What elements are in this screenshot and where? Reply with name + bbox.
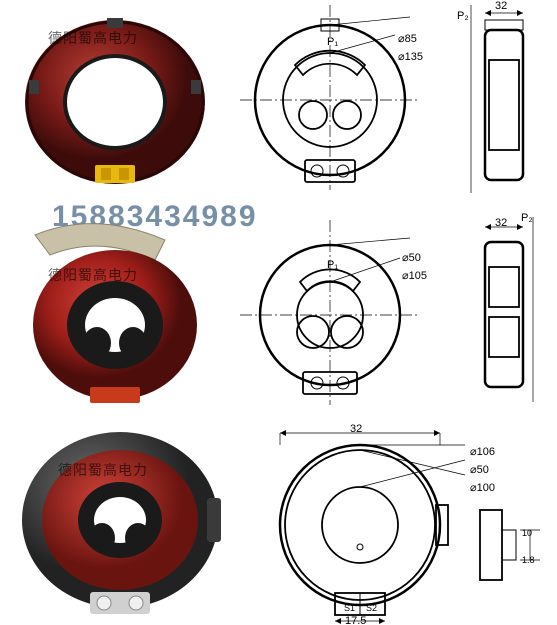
dim-width-1: 32 — [495, 0, 507, 12]
watermark: 德阳蜀高电力 — [48, 265, 138, 285]
svg-text:S2: S2 — [366, 603, 377, 613]
tech-drawing-side-2: P₂ — [455, 217, 550, 407]
watermark: 德阳蜀高电力 — [58, 460, 148, 480]
tech-drawing-front-1: P₁ — [235, 5, 425, 195]
dim-width-3: 32 — [350, 423, 362, 435]
watermark: 德阳蜀高电力 — [48, 28, 138, 48]
dim-tabh-3: 10 — [522, 528, 532, 538]
svg-text:P₁: P₁ — [327, 259, 338, 271]
tech-drawing-side-1: P₂ — [455, 5, 550, 195]
dim-inner-2: ⌀50 — [402, 251, 421, 264]
svg-text:P₂: P₂ — [457, 10, 469, 22]
svg-text:P₂: P₂ — [521, 212, 533, 224]
dim-mid-3: ⌀100 — [470, 481, 495, 494]
tech-drawing-side-3 — [470, 500, 555, 600]
tech-drawing-front-2: P₁ — [235, 220, 425, 410]
page-root: 德阳蜀高电力 P₁ ⌀85 ⌀135 P₂ — [0, 0, 557, 625]
dim-outer-3: ⌀106 — [470, 445, 495, 458]
dim-width-2: 32 — [495, 217, 507, 229]
tech-drawing-front-3: S1 S2 — [250, 425, 470, 625]
dim-inner-1: ⌀85 — [398, 32, 417, 45]
dim-tabgap-3: 1.8 — [522, 555, 535, 565]
dim-tabw-3: 17.5 — [345, 615, 366, 625]
product-photo-3 — [12, 420, 227, 625]
product-row: 德阳蜀高电力 P₁ ⌀50 ⌀105 P₂ 32 — [0, 205, 557, 415]
dim-inner-3: ⌀50 — [470, 463, 489, 476]
svg-text:P₁: P₁ — [327, 36, 338, 48]
product-photo-2 — [15, 215, 215, 410]
dim-outer-2: ⌀105 — [402, 269, 427, 282]
svg-text:S1: S1 — [344, 603, 355, 613]
product-row: 德阳蜀高电力 P₁ ⌀85 ⌀135 P₂ — [0, 0, 557, 200]
product-row: 德阳蜀高电力 S1 S2 32 ⌀106 ⌀50 ⌀100 17.5 — [0, 415, 557, 625]
dim-outer-1: ⌀135 — [398, 50, 423, 63]
